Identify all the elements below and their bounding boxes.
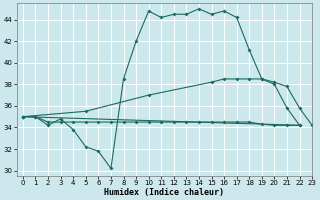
X-axis label: Humidex (Indice chaleur): Humidex (Indice chaleur) xyxy=(104,188,224,197)
